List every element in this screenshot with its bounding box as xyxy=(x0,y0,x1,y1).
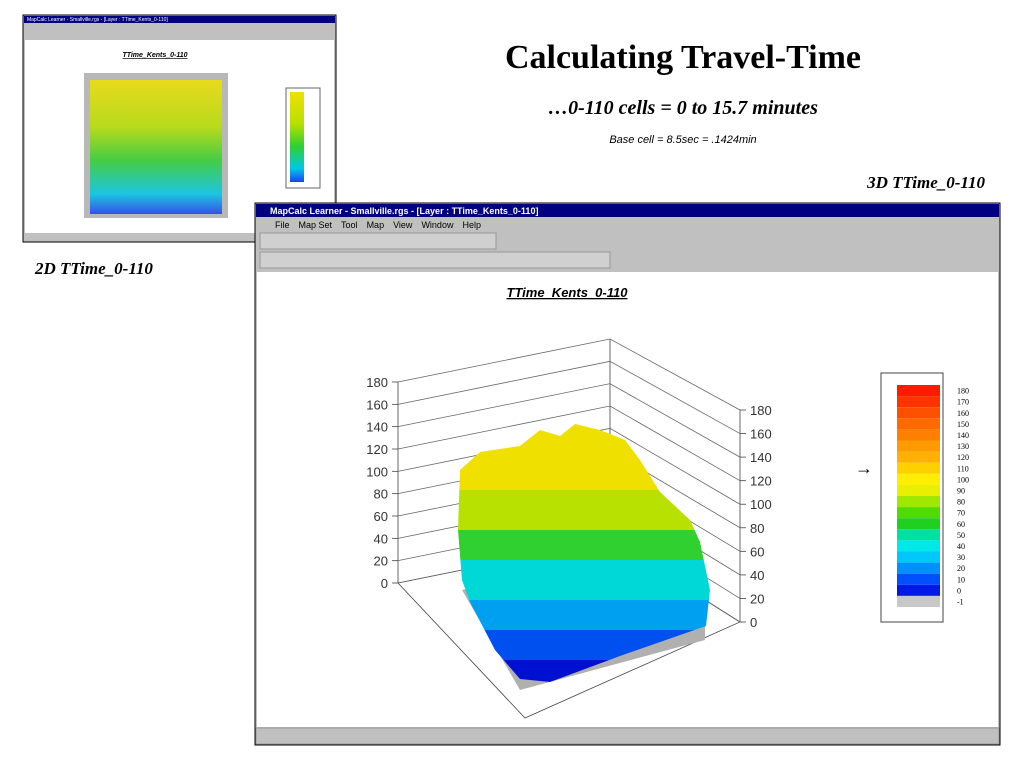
right-tick-label: 80 xyxy=(750,521,764,536)
left-tick-label: 60 xyxy=(374,509,388,524)
legend-label: 30 xyxy=(957,553,965,562)
legend-label: 170 xyxy=(957,398,969,407)
legend-label: 0 xyxy=(957,586,961,595)
toolbar-row-2[interactable] xyxy=(259,251,611,269)
main-map-title: TTime_Kents_0-110 xyxy=(507,285,629,300)
legend-swatch xyxy=(897,496,940,508)
right-tick-label: 140 xyxy=(750,450,772,465)
right-tick-label: 60 xyxy=(750,544,764,559)
slide-note: Base cell = 8.5sec = .1424min xyxy=(609,134,756,146)
right-tick-label: 180 xyxy=(750,403,772,418)
right-tick-label: 0 xyxy=(750,615,757,630)
slide-title: Calculating Travel-Time xyxy=(505,39,861,76)
legend-swatch xyxy=(897,407,940,419)
legend-swatch xyxy=(897,507,940,519)
legend-swatch xyxy=(897,396,940,408)
right-tick-label: 40 xyxy=(750,568,764,583)
legend-swatch xyxy=(897,484,940,496)
small-window: MapCalc Learner - Smallville.rgs - [Laye… xyxy=(22,14,337,243)
legend-swatch xyxy=(897,562,940,574)
slide-subtitle: …0-110 cells = 0 to 15.7 minutes xyxy=(548,97,818,119)
left-tick-label: 100 xyxy=(366,464,388,479)
arrow: → xyxy=(855,458,873,478)
left-tick-label: 0 xyxy=(381,576,388,591)
left-tick-label: 40 xyxy=(374,531,388,546)
legend-swatch xyxy=(897,540,940,552)
small-title-bar xyxy=(24,16,335,23)
legend-label: 20 xyxy=(957,564,965,573)
main-window: MapCalc Learner - Smallville.rgs - [Laye… xyxy=(254,202,1001,746)
right-tick-label: 100 xyxy=(750,497,772,512)
left-tick-label: 120 xyxy=(366,442,388,457)
terrain-band xyxy=(458,530,710,560)
grid-line xyxy=(397,338,741,411)
right-tick-label: 160 xyxy=(750,427,772,442)
legend: 1801701601501401301201101009080706050403… xyxy=(897,385,969,607)
menu-item[interactable]: Window xyxy=(421,220,454,230)
legend-label: 110 xyxy=(957,464,969,473)
left-tick-label: 140 xyxy=(366,420,388,435)
legend-label: 90 xyxy=(957,486,965,495)
grid-line xyxy=(397,383,741,458)
right-tick-label: 120 xyxy=(750,474,772,489)
legend-label: 70 xyxy=(957,509,965,518)
legend-label: 50 xyxy=(957,531,965,540)
legend-label: -1 xyxy=(957,597,964,606)
legend-swatch xyxy=(897,551,940,563)
terrain-band xyxy=(458,600,710,630)
legend-swatch xyxy=(897,462,940,474)
label-2d: 2D TTime_0-110 xyxy=(34,259,153,278)
legend-label: 150 xyxy=(957,420,969,429)
legend-label: 100 xyxy=(957,475,969,484)
menu-item[interactable]: File xyxy=(275,220,290,230)
legend-label: 80 xyxy=(957,498,965,507)
menu-item[interactable]: Help xyxy=(462,220,481,230)
small-map xyxy=(90,80,222,214)
menu-item[interactable]: Map Set xyxy=(299,220,333,230)
legend-label: 40 xyxy=(957,542,965,551)
legend-label: 60 xyxy=(957,520,965,529)
legend-swatch xyxy=(897,518,940,530)
left-tick-label: 180 xyxy=(366,375,388,390)
legend-swatch xyxy=(897,473,940,485)
legend-swatch xyxy=(897,595,940,607)
terrain-band xyxy=(458,560,710,600)
menu-item[interactable]: Map xyxy=(367,220,385,230)
left-tick-label: 160 xyxy=(366,397,388,412)
menu-item[interactable]: View xyxy=(393,220,413,230)
legend-label: 180 xyxy=(957,387,969,396)
legend-swatch xyxy=(897,451,940,463)
grid-line xyxy=(397,427,741,505)
left-tick-label: 80 xyxy=(374,487,388,502)
small-title-text: MapCalc Learner - Smallville.rgs - [Laye… xyxy=(27,17,168,23)
toolbar-row-1[interactable] xyxy=(259,232,497,250)
left-tick-label: 20 xyxy=(374,554,388,569)
legend-swatch xyxy=(897,418,940,430)
menu-bar: File Map Set Tool Map View Window Help xyxy=(275,220,481,230)
small-legend-colors xyxy=(290,92,304,182)
main-title-bar xyxy=(256,204,999,217)
legend-swatch xyxy=(897,584,940,596)
legend-swatch xyxy=(897,440,940,452)
toolbar xyxy=(259,232,611,269)
grid-line xyxy=(397,360,741,434)
legend-label: 160 xyxy=(957,409,969,418)
right-tick-label: 20 xyxy=(750,591,764,606)
legend-label: 10 xyxy=(957,575,965,584)
legend-swatch xyxy=(897,573,940,585)
grid-line xyxy=(397,405,741,482)
legend-label: 120 xyxy=(957,453,969,462)
legend-swatch xyxy=(897,385,940,397)
legend-label: 130 xyxy=(957,442,969,451)
small-map-title: TTime_Kents_0-110 xyxy=(122,52,187,59)
legend-swatch xyxy=(897,429,940,441)
status-bar xyxy=(255,727,1000,745)
menu-item[interactable]: Tool xyxy=(341,220,358,230)
label-3d: 3D TTime_0-110 xyxy=(866,173,985,192)
legend-label: 140 xyxy=(957,431,969,440)
legend-swatch xyxy=(897,529,940,541)
main-title-text: MapCalc Learner - Smallville.rgs - [Laye… xyxy=(270,206,538,216)
